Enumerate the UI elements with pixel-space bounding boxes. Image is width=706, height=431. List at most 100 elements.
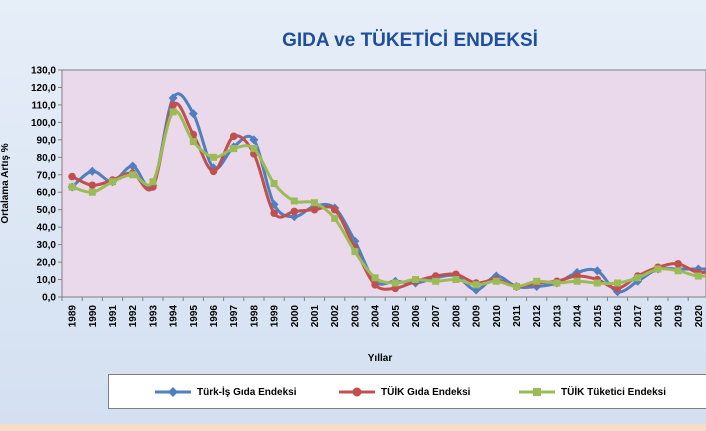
x-tick-label: 2014 [573,305,584,328]
legend-label-tuik-gida: TÜİK Gıda Endeksi [381,386,471,398]
series-layer [67,92,706,297]
x-tick-label: 2002 [330,305,341,328]
data-point [290,207,299,216]
x-tick-label: 1996 [209,305,220,328]
x-tick-label: 2004 [371,305,382,328]
data-point [88,188,96,196]
data-point [169,108,177,116]
x-tick-label: 2016 [613,305,624,328]
y-tick-label: 120,0 [31,83,56,94]
data-point [634,274,642,282]
data-point [128,161,138,171]
x-tick-label: 1997 [229,305,240,328]
x-tick-label: 2012 [532,305,543,328]
y-tick-label: 70,0 [37,170,57,181]
data-point [311,199,318,207]
x-tick-label: 2011 [512,305,523,327]
x-tick-label: 1992 [128,305,139,328]
x-tick-label: 1989 [68,305,79,328]
y-axis-title: Ortalama Artış % [0,143,11,223]
y-tick-label: 10,0 [37,275,57,286]
legend-swatch-turkis [155,387,191,397]
y-axis: 0,0 10,0 20,0 30,0 40,0 50,0 60,0 70,0 80,0 90,0 1… [31,66,62,304]
x-tick-label: 2010 [492,305,503,328]
data-point [129,171,137,179]
y-tick-label: 20,0 [37,258,57,269]
data-point [249,135,259,145]
legend-label-turkis: Türk-İş Gıda Endeksi [197,386,297,398]
y-tick-label: 80,0 [37,153,57,164]
legend-swatch-tuik-tuketici [519,388,555,396]
data-point [592,266,602,276]
data-point [250,145,258,153]
y-tick-label: 0,0 [42,293,56,304]
y-tick-label: 60,0 [37,188,57,199]
data-point [432,277,440,285]
data-point [270,209,278,217]
data-point [168,93,178,103]
data-point [68,183,76,191]
x-tick-label: 2017 [633,305,644,328]
x-tick-label: 2000 [290,305,301,328]
legend: Türk-İş Gıda Endeksi TÜİK Gıda Endeksi T… [108,374,706,409]
data-point [169,101,177,109]
data-point [674,267,682,275]
plot-area [61,69,706,298]
data-point [513,283,520,291]
data-point [391,279,399,287]
data-point [310,205,319,214]
data-point [87,166,97,176]
data-point [188,109,198,119]
x-tick-label: 2019 [674,305,685,328]
y-tick-label: 110,0 [32,100,57,111]
x-axis-title: Yıllar [368,353,393,364]
x-tick-label: 2008 [451,305,462,328]
y-tick-label: 90,0 [37,135,57,146]
y-tick-label: 130,0 [31,66,56,77]
legend-label-tuik-tuketici: TÜİK Tüketici Endeksi [561,386,667,398]
x-tick-label: 2015 [593,305,604,328]
data-point [109,178,116,186]
data-point [593,279,601,287]
data-point [573,277,581,285]
y-tick-label: 40,0 [37,223,57,234]
data-point [533,277,541,285]
x-tick-label: 2006 [411,305,422,328]
x-tick-label: 1994 [169,305,180,328]
x-tick-label: 2013 [552,305,563,328]
x-tick-label: 1990 [88,305,99,328]
data-point [412,276,419,284]
data-point [68,172,76,181]
data-point [210,153,217,161]
x-tick-label: 1998 [249,305,260,328]
data-point [229,132,238,141]
data-point [371,280,379,289]
data-point [330,205,339,214]
chart-title: GIDA ve TÜKETİCİ ENDEKSİ [282,30,538,51]
bottom-strip [0,424,706,431]
x-tick-label: 2009 [472,305,483,328]
data-point [674,260,682,268]
data-point [331,214,339,222]
series-group [68,108,706,291]
legend-item-turkis: Türk-İş Gıda Endeksi [155,385,296,399]
data-point [553,279,561,287]
x-axis: 1989 1990 1991 1992 1993 1994 1995 1996 1997 1998… [61,297,705,328]
data-point [149,178,157,186]
data-point [614,279,621,287]
data-point [209,167,218,176]
x-tick-label: 2007 [431,305,442,328]
data-point [351,248,359,256]
data-point [472,281,480,289]
data-point [371,274,379,282]
x-tick-label: 1999 [270,305,281,328]
legend-item-tuik-gida: TÜİK Gıda Endeksi [339,385,470,399]
x-tick-label: 2005 [391,305,402,328]
data-point [189,138,197,146]
x-tick-label: 2001 [310,305,321,328]
data-point [452,276,460,284]
y-tick-label: 100,0 [31,118,56,129]
data-point [230,145,238,153]
x-tick-label: 1993 [148,305,159,328]
